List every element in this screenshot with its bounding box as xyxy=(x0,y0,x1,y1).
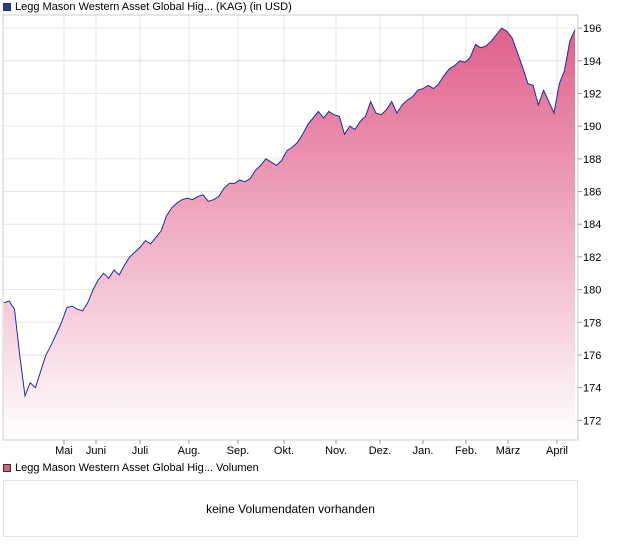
x-tick-label: April xyxy=(546,445,568,457)
y-tick-label: 182 xyxy=(583,252,601,264)
volume-panel: keine Volumendaten vorhanden xyxy=(3,480,578,537)
volume-legend-swatch xyxy=(3,464,11,472)
y-tick-label: 180 xyxy=(583,285,601,297)
x-tick-label: Sep. xyxy=(227,445,250,457)
x-tick-label: Aug. xyxy=(178,445,201,457)
y-tick-label: 174 xyxy=(583,383,601,395)
x-axis: Mai Juni Juli Aug. Sep. Okt. Nov. Dez. Jan. Feb. M… xyxy=(55,440,568,457)
y-tick-label: 188 xyxy=(583,154,601,166)
y-tick-label: 196 xyxy=(583,23,601,35)
x-tick-label: März xyxy=(496,445,520,457)
price-line xyxy=(3,27,576,398)
plot-frame xyxy=(2,14,579,441)
y-tick-label: 178 xyxy=(583,317,601,329)
price-legend-swatch xyxy=(3,3,11,11)
x-tick-label: Juni xyxy=(86,445,106,457)
x-tick-label: Okt. xyxy=(274,445,294,457)
x-tick-label: Mai xyxy=(55,445,73,457)
no-volume-message: keine Volumendaten vorhanden xyxy=(206,501,375,516)
y-tick-label: 190 xyxy=(583,121,601,133)
x-tick-label: Feb. xyxy=(455,445,477,457)
y-tick-label: 194 xyxy=(583,56,601,68)
x-tick-label: Jan. xyxy=(413,445,434,457)
y-tick-label: 186 xyxy=(583,187,601,199)
volume-legend: Legg Mason Western Asset Global Hig... V… xyxy=(3,461,259,475)
price-chart: 172174176178180182184186188190192194196 … xyxy=(2,14,601,457)
y-tick-label: 184 xyxy=(583,219,601,231)
y-tick-label: 176 xyxy=(583,350,601,362)
x-tick-label: Juli xyxy=(132,445,149,457)
volume-legend-label: Legg Mason Western Asset Global Hig... V… xyxy=(15,462,259,474)
price-legend: Legg Mason Western Asset Global Hig... (… xyxy=(3,0,292,14)
x-tick-label: Nov. xyxy=(325,445,347,457)
price-legend-label: Legg Mason Western Asset Global Hig... (… xyxy=(15,1,292,13)
price-area-fill xyxy=(4,28,575,440)
y-axis: 172 174 176 178 180 182 184 186 188 190 192 194 196 xyxy=(578,23,601,427)
x-tick-label: Dez. xyxy=(369,445,392,457)
y-tick-label: 172 xyxy=(583,415,601,427)
y-tick-label: 192 xyxy=(583,88,601,100)
